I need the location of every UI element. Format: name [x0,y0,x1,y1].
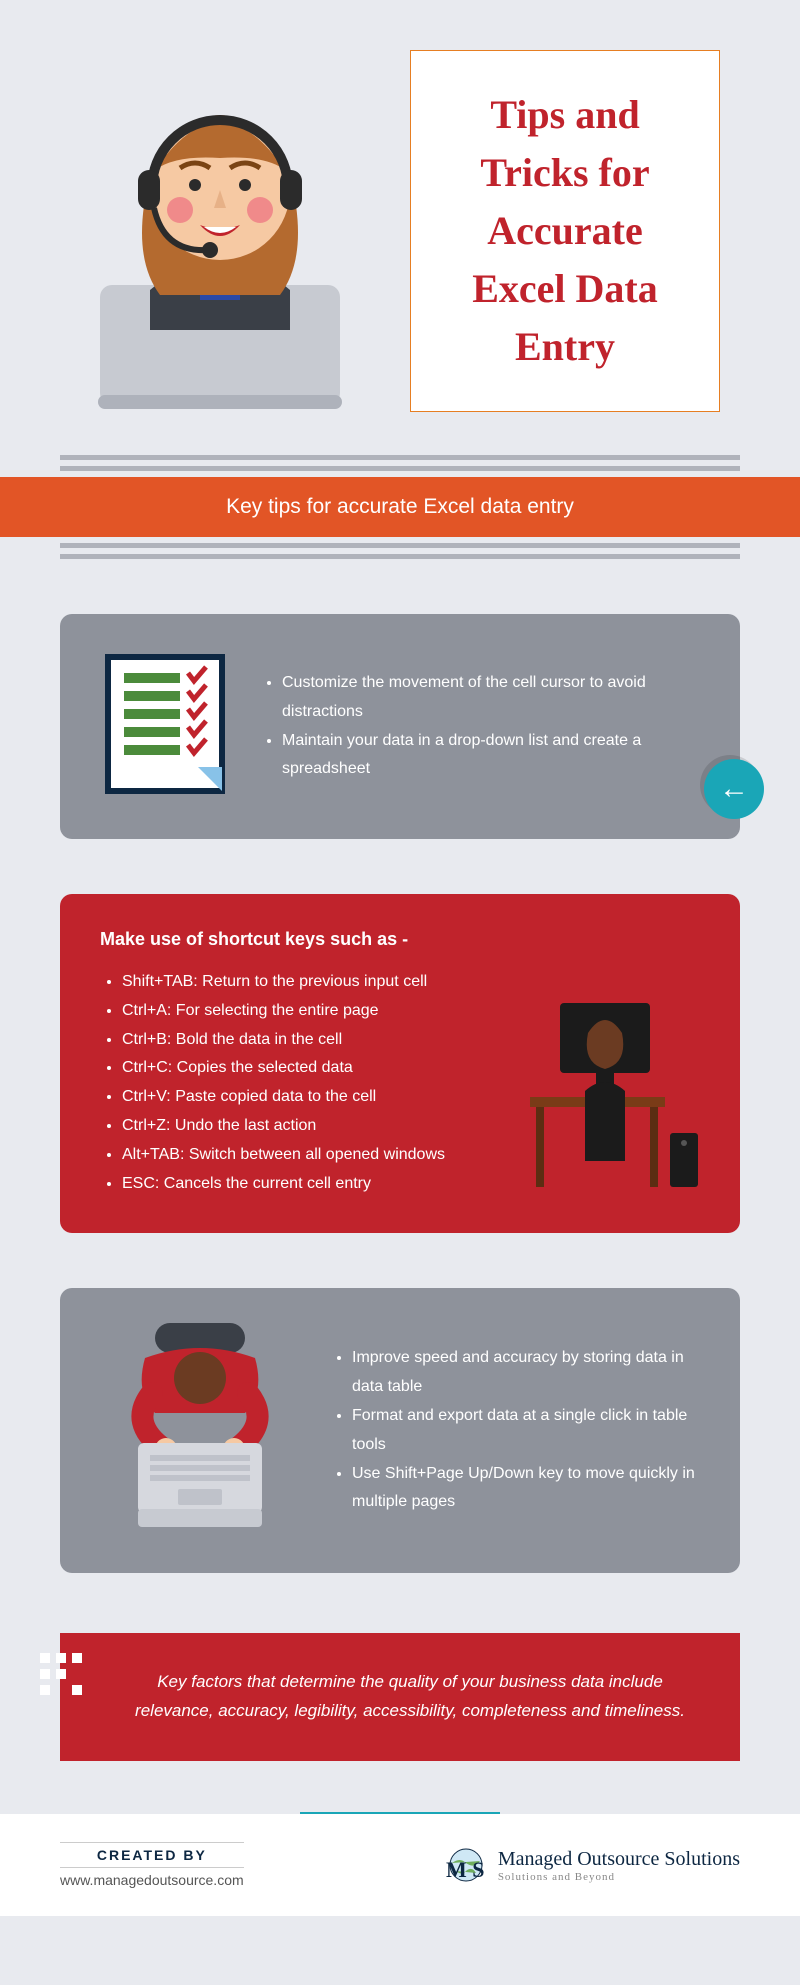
brand-text: Managed Outsource Solutions Solutions an… [498,1848,740,1883]
title-box: Tips and Tricks for Accurate Excel Data … [410,50,720,412]
footer: CREATED BY www.managedoutsource.com M S … [0,1811,800,1916]
footer-brand: M S Managed Outsource Solutions Solution… [444,1843,740,1887]
banner-line [60,466,740,471]
list-item: Use Shift+Page Up/Down key to move quick… [352,1460,700,1518]
footer-url: www.managedoutsource.com [60,1872,244,1888]
tip-card-1-text: Customize the movement of the cell curso… [260,669,700,784]
tip-list-3: Improve speed and accuracy by storing da… [330,1344,700,1517]
created-by-label: CREATED BY [60,1842,244,1868]
svg-text:M S: M S [446,1857,485,1882]
tip-list-1: Customize the movement of the cell curso… [260,669,700,784]
list-item: Maintain your data in a drop-down list a… [282,727,700,785]
list-item: Ctrl+A: For selecting the entire page [122,997,500,1026]
banner-line [60,554,740,559]
brand-name: Managed Outsource Solutions [498,1848,740,1871]
infographic-page: Tips and Tricks for Accurate Excel Data … [0,0,800,1946]
hero-row: Tips and Tricks for Accurate Excel Data … [60,50,740,415]
tip-card-1: Customize the movement of the cell curso… [60,614,740,839]
tip-card-3-text: Improve speed and accuracy by storing da… [330,1344,700,1517]
banner-line [60,543,740,548]
person-at-desk-illustration [530,993,700,1198]
section-banner: Key tips for accurate Excel data entry [0,477,800,537]
banner-section: Key tips for accurate Excel data entry [0,455,800,559]
top-view-laptop-illustration [100,1323,300,1538]
shortcut-list: Shift+TAB: Return to the previous input … [100,968,500,1198]
tip-card-2: Make use of shortcut keys such as - Shif… [60,894,740,1233]
tip-card-3: Improve speed and accuracy by storing da… [60,1288,740,1573]
footer-credit: CREATED BY www.managedoutsource.com [60,1842,244,1888]
list-item: Shift+TAB: Return to the previous input … [122,968,500,997]
list-item: Ctrl+Z: Undo the last action [122,1112,500,1141]
list-item: ESC: Cancels the current cell entry [122,1170,500,1199]
checklist-icon [100,649,230,804]
list-item: Ctrl+V: Paste copied data to the cell [122,1083,500,1112]
page-title: Tips and Tricks for Accurate Excel Data … [436,86,694,376]
headset-woman-illustration [60,50,380,415]
globe-logo-icon: M S [444,1843,488,1887]
card-title: Make use of shortcut keys such as - [100,929,500,950]
tip-card-2-text: Make use of shortcut keys such as - Shif… [100,929,500,1198]
list-item: Customize the movement of the cell curso… [282,669,700,727]
list-item: Improve speed and accuracy by storing da… [352,1344,700,1402]
list-item: Format and export data at a single click… [352,1402,700,1460]
list-item: Ctrl+B: Bold the data in the cell [122,1026,500,1055]
banner-line [60,455,740,460]
list-item: Alt+TAB: Switch between all opened windo… [122,1141,500,1170]
brand-tagline: Solutions and Beyond [498,1871,740,1883]
list-item: Ctrl+C: Copies the selected data [122,1054,500,1083]
quote-box: Key factors that determine the quality o… [60,1633,740,1761]
arrow-left-icon: ← [704,759,764,819]
